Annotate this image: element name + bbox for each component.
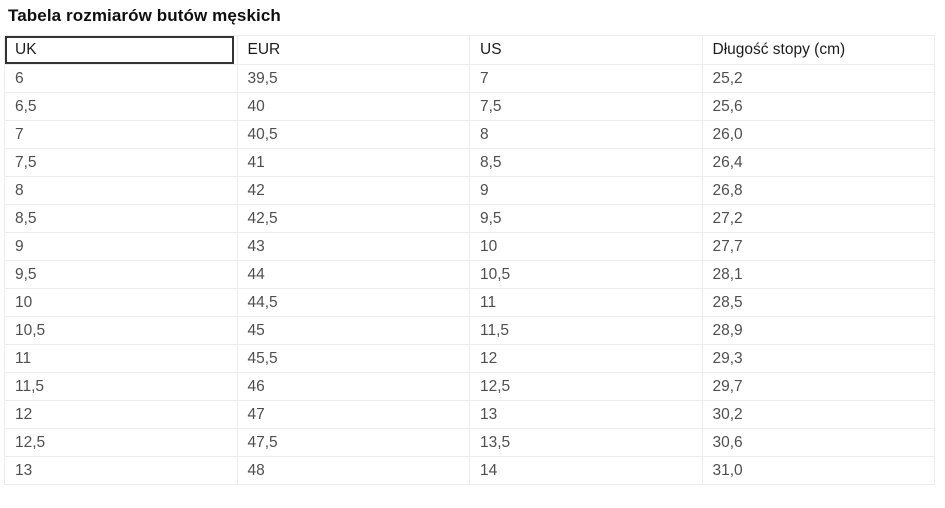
table-cell: 25,6 [701, 92, 935, 121]
table-cell: 12 [4, 400, 238, 429]
table-cell: 28,9 [701, 316, 935, 345]
table-cell: 13 [469, 400, 703, 429]
table-cell: 7 [469, 64, 703, 93]
table-cell: 42 [236, 176, 470, 205]
table-row: 9,5 44 10,5 28,1 [4, 260, 935, 289]
shoe-size-table: UK EUR US Długość stopy (cm) 6 39,5 7 25,2 6… [4, 35, 935, 485]
table-cell: 8 [4, 176, 238, 205]
column-header-eur: EUR [236, 35, 470, 65]
table-cell: 11,5 [469, 316, 703, 345]
table-cell: 47,5 [236, 428, 470, 457]
table-cell: 45,5 [236, 344, 470, 373]
table-cell: 10 [469, 232, 703, 261]
table-cell: 11,5 [4, 372, 238, 401]
table-cell: 29,3 [701, 344, 935, 373]
table-cell: 6,5 [4, 92, 238, 121]
table-cell: 13,5 [469, 428, 703, 457]
table-cell: 27,2 [701, 204, 935, 233]
table-cell: 26,8 [701, 176, 935, 205]
table-row: 10 44,5 11 28,5 [4, 288, 935, 317]
table-cell: 8,5 [469, 148, 703, 177]
table-cell: 48 [236, 456, 470, 485]
table-row: 7,5 41 8,5 26,4 [4, 148, 935, 177]
table-cell: 7,5 [469, 92, 703, 121]
table-cell: 9 [469, 176, 703, 205]
table-row: 11,5 46 12,5 29,7 [4, 372, 935, 401]
column-header-foot-length: Długość stopy (cm) [701, 35, 935, 65]
table-cell: 30,2 [701, 400, 935, 429]
table-row: 11 45,5 12 29,3 [4, 344, 935, 373]
table-cell: 10,5 [469, 260, 703, 289]
table-cell: 40 [236, 92, 470, 121]
table-row: 6 39,5 7 25,2 [4, 64, 935, 93]
table-cell: 42,5 [236, 204, 470, 233]
table-cell: 40,5 [236, 120, 470, 149]
column-header-uk-label: UK [15, 41, 37, 58]
table-cell: 12,5 [469, 372, 703, 401]
table-cell: 30,6 [701, 428, 935, 457]
table-cell: 9,5 [4, 260, 238, 289]
table-cell: 25,2 [701, 64, 935, 93]
table-cell: 9 [4, 232, 238, 261]
table-row: 10,5 45 11,5 28,9 [4, 316, 935, 345]
table-cell: 44 [236, 260, 470, 289]
table-row: 12 47 13 30,2 [4, 400, 935, 429]
table-cell: 39,5 [236, 64, 470, 93]
column-header-us: US [469, 35, 703, 65]
table-cell: 11 [469, 288, 703, 317]
table-cell: 11 [4, 344, 238, 373]
table-cell: 46 [236, 372, 470, 401]
table-cell: 43 [236, 232, 470, 261]
table-row: 7 40,5 8 26,0 [4, 120, 935, 149]
table-row: 13 48 14 31,0 [4, 456, 935, 485]
table-header-row: UK EUR US Długość stopy (cm) [4, 35, 935, 65]
table-cell: 10,5 [4, 316, 238, 345]
page-title: Tabela rozmiarów butów męskich [8, 6, 281, 25]
table-cell: 29,7 [701, 372, 935, 401]
table-cell: 41 [236, 148, 470, 177]
table-body: 6 39,5 7 25,2 6,5 40 7,5 25,6 7 40,5 8 26,0 7,5 41 8,5… [4, 64, 935, 485]
table-cell: 12 [469, 344, 703, 373]
table-cell: 12,5 [4, 428, 238, 457]
table-row: 6,5 40 7,5 25,6 [4, 92, 935, 121]
table-header: UK EUR US Długość stopy (cm) [4, 35, 935, 65]
column-header-uk[interactable]: UK [4, 35, 238, 65]
focus-outline [5, 36, 234, 64]
table-cell: 6 [4, 64, 238, 93]
table-cell: 28,1 [701, 260, 935, 289]
table-cell: 14 [469, 456, 703, 485]
table-cell: 10 [4, 288, 238, 317]
table-cell: 9,5 [469, 204, 703, 233]
table-cell: 26,4 [701, 148, 935, 177]
table-row: 8,5 42,5 9,5 27,2 [4, 204, 935, 233]
table-cell: 28,5 [701, 288, 935, 317]
table-cell: 47 [236, 400, 470, 429]
table-cell: 26,0 [701, 120, 935, 149]
table-cell: 8,5 [4, 204, 238, 233]
table-cell: 31,0 [701, 456, 935, 485]
table-cell: 13 [4, 456, 238, 485]
table-cell: 7,5 [4, 148, 238, 177]
table-cell: 45 [236, 316, 470, 345]
table-cell: 7 [4, 120, 238, 149]
table-cell: 44,5 [236, 288, 470, 317]
table-row: 8 42 9 26,8 [4, 176, 935, 205]
table-cell: 8 [469, 120, 703, 149]
table-row: 9 43 10 27,7 [4, 232, 935, 261]
table-row: 12,5 47,5 13,5 30,6 [4, 428, 935, 457]
table-cell: 27,7 [701, 232, 935, 261]
